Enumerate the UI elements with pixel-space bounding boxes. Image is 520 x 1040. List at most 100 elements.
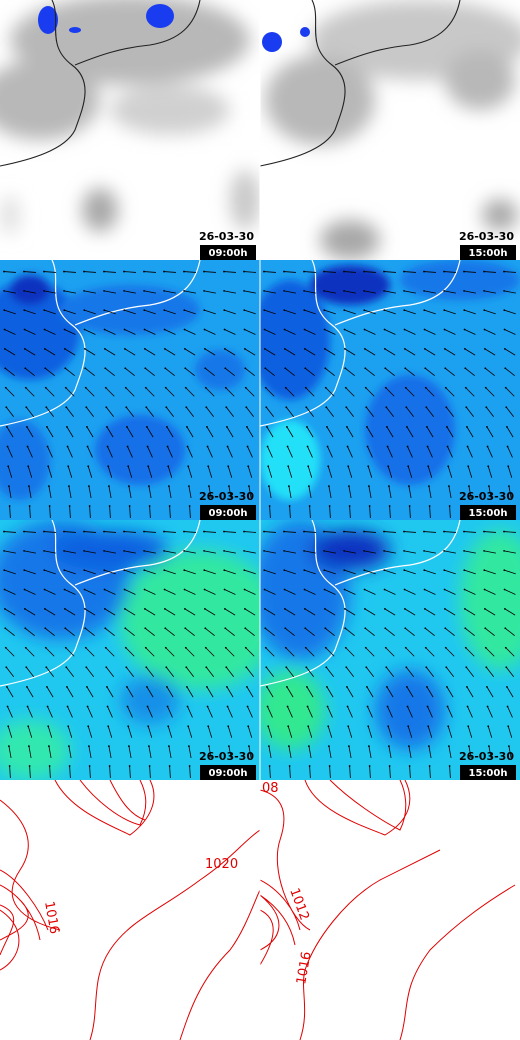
wind-arrow-head <box>106 705 109 708</box>
wind-arrow-head <box>208 485 210 488</box>
wind-arrow <box>324 290 336 294</box>
wind-arrow <box>289 765 291 779</box>
wind-arrow-head <box>63 530 65 533</box>
wind-arrow <box>205 367 215 377</box>
wind-arrow-head <box>103 569 106 572</box>
wind-arrow <box>347 446 353 458</box>
wind-arrow-head <box>43 588 46 591</box>
wind-arrow <box>4 329 16 335</box>
wind-arrow <box>349 505 351 519</box>
wind-arrow-head <box>23 530 25 533</box>
wind-arrow-head <box>443 289 446 292</box>
wind-arrow <box>384 589 396 595</box>
wind-arrow <box>105 667 115 677</box>
wind-arrow <box>404 608 416 616</box>
wind-arrow <box>47 466 53 478</box>
wind-arrow-head <box>43 569 46 572</box>
wind-arrow-head <box>203 549 206 552</box>
wind-arrow-head <box>363 569 366 572</box>
wind-arrow-head <box>328 505 331 507</box>
wind-arrow-head <box>147 465 150 468</box>
wind-arrow-head <box>467 725 470 728</box>
wind-arrow <box>326 686 334 698</box>
wind-arrow <box>264 569 276 575</box>
wind-arrow <box>324 589 336 595</box>
wind-arrow-head <box>447 465 450 468</box>
wind-arrow-head <box>63 289 66 292</box>
wind-arrow-head <box>124 646 127 649</box>
wind-arrow-head <box>8 745 10 748</box>
wind-arrow-head <box>463 270 465 273</box>
wind-arrow <box>149 505 151 519</box>
wind-arrow-head <box>26 425 28 428</box>
wind-arrow-head <box>84 646 87 649</box>
wind-arrow-head <box>143 549 146 552</box>
wind-arrow-head <box>23 549 26 552</box>
wind-arrow-head <box>426 445 429 448</box>
wind-arrow-head <box>108 505 111 507</box>
wind-arrow <box>285 647 295 657</box>
wind-arrow <box>345 387 355 397</box>
wind-arrow <box>4 569 16 575</box>
wind-arrow-head <box>124 627 127 630</box>
wind-arrow-head <box>185 666 188 669</box>
wind-arrow-head <box>186 425 188 428</box>
wind-arrow-head <box>406 445 409 448</box>
time-box <box>200 245 256 260</box>
wind-arrow <box>483 531 497 533</box>
wind-arrow <box>185 647 195 657</box>
wind-arrow-head <box>226 445 229 448</box>
wind-arrow-head <box>104 367 107 370</box>
wind-arrow-head <box>247 465 250 468</box>
wind-arrow-head <box>183 588 186 591</box>
wind-arrow <box>125 667 135 677</box>
wind-arrow-head <box>483 530 485 533</box>
wind-arrow <box>225 367 235 377</box>
wind-arrow-head <box>227 465 230 468</box>
wind-arrow <box>207 706 213 718</box>
wind-arrow <box>145 367 155 377</box>
wind-arrow <box>385 367 395 377</box>
wind-arrow-head <box>43 309 46 312</box>
wind-arrow <box>467 446 473 458</box>
wind-arrow <box>25 387 35 397</box>
wind-arrow <box>347 466 353 478</box>
wind-arrow-head <box>165 406 168 409</box>
wind-arrow <box>167 726 173 738</box>
wind-arrow-head <box>245 666 248 669</box>
wind-arrow-head <box>286 445 289 448</box>
wind-arrow-head <box>343 309 346 312</box>
wind-arrow-head <box>183 549 186 552</box>
wind-arrow <box>444 290 456 294</box>
wind-arrow <box>124 348 136 356</box>
wind-arrow <box>283 531 297 533</box>
wind-arrow <box>8 746 12 758</box>
wind-arrow-head <box>6 445 9 448</box>
wind-arrow <box>227 706 233 718</box>
wind-arrow-head <box>486 685 488 688</box>
wind-arrow <box>127 706 133 718</box>
cloud-panel <box>0 0 260 260</box>
wind-arrow <box>144 309 156 315</box>
wind-arrow <box>325 367 335 377</box>
wind-arrow-head <box>223 347 226 350</box>
wind-arrow-head <box>364 646 367 649</box>
wind-arrow-head <box>404 386 407 389</box>
wind-arrow <box>206 686 214 698</box>
wind-arrow <box>84 348 96 356</box>
wind-arrow-head <box>26 445 29 448</box>
wind-arrow-head <box>106 685 108 688</box>
isobar-label: 1020 <box>205 857 238 872</box>
wind-arrow <box>123 271 137 273</box>
wind-arrow <box>187 446 193 458</box>
wind-arrow-head <box>368 505 371 507</box>
wind-arrow-head <box>343 607 346 610</box>
wind-arrow-head <box>363 549 366 552</box>
wind-arrow-head <box>148 485 150 488</box>
wind-arrow-head <box>68 745 70 748</box>
wind-arrow <box>286 686 294 698</box>
wind-arrow <box>285 387 295 397</box>
wind-arrow-head <box>43 328 46 331</box>
wind-arrow <box>286 426 294 438</box>
wind-arrow-head <box>323 289 326 292</box>
